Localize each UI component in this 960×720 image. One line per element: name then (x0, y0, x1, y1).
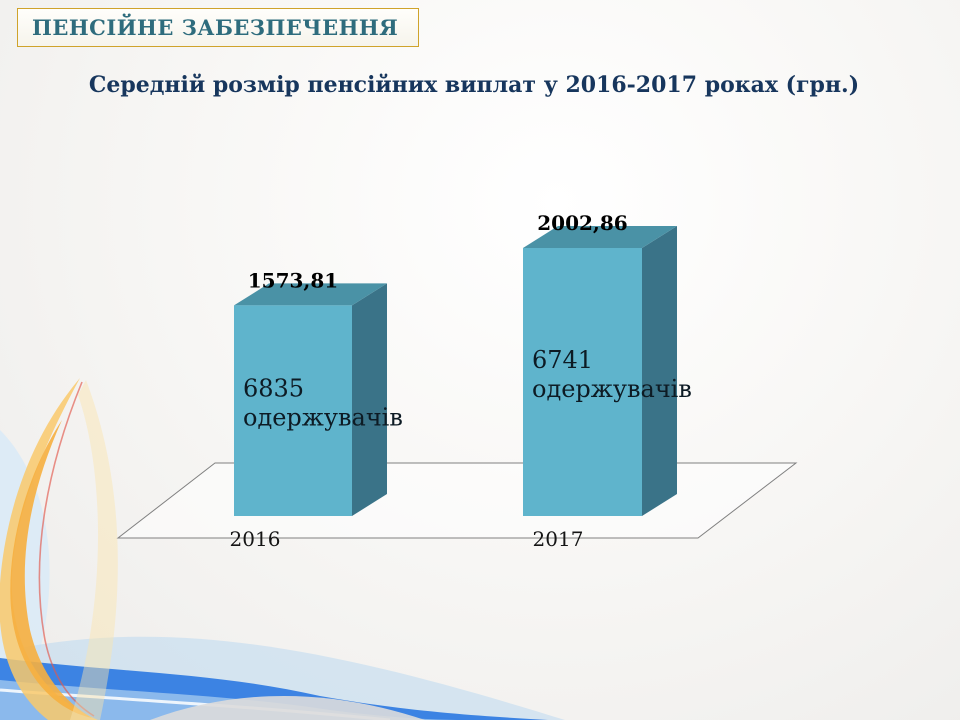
bar-2016-annotation-line1: 6835 (243, 375, 304, 403)
category-label-2017: 2017 (533, 527, 584, 551)
slide-header: ПЕНСІЙНЕ ЗАБЕЗПЕЧЕННЯ (17, 8, 419, 47)
bar-2017-front (523, 248, 642, 516)
red-accent-line (38, 381, 95, 717)
bar-2016-top (234, 283, 387, 306)
bar-2017-annotation-line2: одержувачів (532, 375, 692, 403)
bar-2016-side (352, 283, 387, 516)
bar-2017-value-label: 2002,86 (537, 211, 627, 235)
category-label-2016: 2016 (230, 527, 281, 551)
page-title: Середній розмір пенсійних виплат у 2016-… (88, 72, 860, 98)
pale-yellow-wash (70, 380, 118, 720)
bar-2016-front (234, 305, 352, 516)
chart-floor (116, 462, 798, 539)
bar-2016-value-label: 1573,81 (248, 268, 338, 292)
slide-header-title: ПЕНСІЙНЕ ЗАБЕЗПЕЧЕННЯ (32, 15, 399, 40)
bar-2017-side (642, 226, 677, 516)
bar-2017-annotation-line1: 6741 (532, 346, 593, 374)
bar-2016-annotation-line2: одержувачів (243, 404, 403, 432)
gray-blob (150, 696, 425, 720)
orange-ribbon-inner (10, 420, 92, 718)
bar-2017-top (523, 226, 677, 248)
